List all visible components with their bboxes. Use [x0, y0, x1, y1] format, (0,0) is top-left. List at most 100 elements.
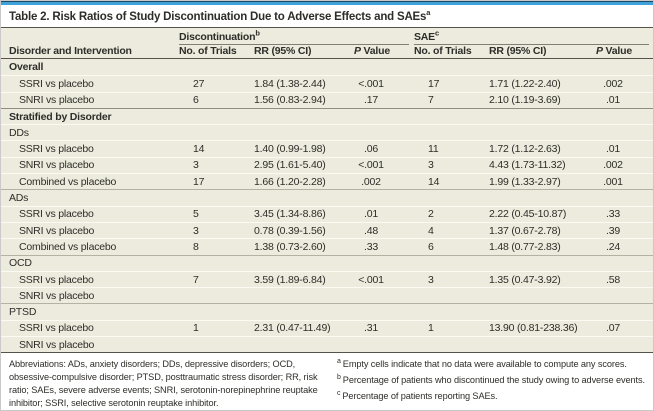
rr-sae-cell: 13.90 (0.81-238.36) [489, 322, 578, 335]
rr-sae-cell: 1.35 (0.47-3.92) [489, 273, 561, 286]
row-label-cell: PTSD [9, 306, 37, 319]
trials-discontinuation-cell [179, 61, 254, 73]
col-header-disorder-intervention: Disorder and Intervention [9, 45, 132, 57]
col-header-pvalue-discontinuation: P Value [354, 45, 390, 57]
table-row: SNRI vs placebo 6 1.56 (0.83-2.94) .17 7… [1, 91, 653, 108]
pvalue-sae-cell: .002 [603, 159, 623, 172]
rr-sae-cell: 1.72 (1.12-2.63) [489, 143, 561, 156]
row-label-cell: SNRI vs placebo [19, 289, 95, 302]
row-label-cell: DDs [9, 126, 29, 139]
footnote-item: c Percentage of patients reporting SAEs. [337, 390, 498, 402]
trials-sae-cell [411, 111, 489, 123]
rr-sae-cell: 1.99 (1.33-2.97) [489, 175, 561, 188]
row-label-cell: Combined vs placebo [19, 175, 117, 188]
trials-sae-cell: 2 [428, 208, 434, 221]
pvalue-discontinuation-cell: <.001 [358, 159, 384, 172]
pvalue-discontinuation-cell: .17 [364, 94, 378, 107]
table-row: SNRI vs placebo [1, 287, 653, 303]
trials-sae-cell [411, 127, 489, 139]
table-title: Table 2. Risk Ratios of Study Discontinu… [1, 5, 653, 28]
trials-sae-cell: 14 [428, 175, 440, 188]
trials-discontinuation-cell [179, 111, 254, 123]
pvalue-discontinuation-cell: .01 [364, 208, 378, 221]
trials-sae-cell [411, 306, 489, 318]
rr-discontinuation-cell: 1.84 (1.38-2.44) [254, 77, 326, 90]
row-label-cell: SSRI vs placebo [19, 143, 94, 156]
table-row: DDs [1, 124, 653, 140]
accent-bar [1, 2, 653, 5]
pvalue-discontinuation-cell: <.001 [358, 77, 384, 90]
rr-sae-cell: 1.48 (0.77-2.83) [489, 240, 561, 253]
table-header: Discontinuationb SAEc Disorder and Inter… [1, 28, 653, 59]
row-label-cell: SSRI vs placebo [19, 208, 94, 221]
pvalue-sae-cell: .01 [606, 143, 620, 156]
trials-sae-cell: 4 [428, 224, 434, 237]
pvalue-sae-cell [596, 111, 653, 123]
rr-discontinuation-cell: 1.38 (0.73-2.60) [254, 240, 326, 253]
trials-sae-cell: 3 [428, 159, 434, 172]
pvalue-discontinuation-cell [354, 127, 411, 139]
pvalue-sae-cell [596, 306, 653, 318]
trials-discontinuation-cell [179, 306, 254, 318]
trials-discontinuation-cell: 14 [193, 143, 205, 156]
col-header-trials-sae: No. of Trials [414, 45, 472, 57]
trials-discontinuation-cell: 1 [193, 322, 199, 335]
row-label-cell: OCD [9, 257, 32, 270]
pvalue-discontinuation-cell [354, 192, 411, 204]
pvalue-sae-cell: .24 [606, 240, 620, 253]
row-label-cell: ADs [9, 192, 29, 205]
trials-sae-cell: 1 [428, 322, 434, 335]
pvalue-sae-cell: .001 [603, 175, 623, 188]
row-label-cell: SSRI vs placebo [19, 273, 94, 286]
row-label-cell: Combined vs placebo [19, 240, 117, 253]
trials-sae-cell: 6 [428, 240, 434, 253]
row-label-cell: SSRI vs placebo [19, 77, 94, 90]
rr-discontinuation-cell: 1.66 (1.20-2.28) [254, 175, 326, 188]
rr-discontinuation-cell: 2.95 (1.61-5.40) [254, 159, 326, 172]
row-label-cell: SSRI vs placebo [19, 322, 94, 335]
rr-sae-cell: 1.37 (0.67-2.78) [489, 224, 561, 237]
trials-sae-cell [411, 61, 489, 73]
pvalue-discontinuation-cell: <.001 [358, 273, 384, 286]
table-row: Combined vs placebo 8 1.38 (0.73-2.60) .… [1, 238, 653, 254]
rr-discontinuation-cell: 1.56 (0.83-2.94) [254, 94, 326, 107]
trials-sae-cell [411, 257, 489, 269]
trials-discontinuation-cell: 7 [193, 273, 199, 286]
table-title-superscript: a [426, 8, 431, 18]
pvalue-sae-cell: .01 [606, 94, 620, 107]
row-label-cell: Overall [9, 61, 44, 74]
group-header-sae: SAEc [414, 29, 649, 45]
pvalue-discontinuation-cell [354, 306, 411, 318]
pvalue-sae-cell: .002 [603, 77, 623, 90]
pvalue-sae-cell: .33 [606, 208, 620, 221]
col-header-rr-sae: RR (95% CI) [489, 45, 547, 57]
table-row: Overall [1, 59, 653, 75]
row-label-cell: SNRI vs placebo [19, 224, 95, 237]
rr-discontinuation-cell: 0.78 (0.39-1.56) [254, 224, 326, 237]
trials-discontinuation-cell: 17 [193, 175, 205, 188]
col-header-pvalue-sae: P Value [596, 45, 632, 57]
group-header-discontinuation: Discontinuationb [179, 29, 409, 45]
trials-discontinuation-cell: 27 [193, 77, 205, 90]
pvalue-sae-cell [596, 127, 653, 139]
row-label-cell: SNRI vs placebo [19, 159, 95, 172]
table-row: PTSD [1, 303, 653, 319]
trials-sae-cell: 7 [428, 94, 434, 107]
rr-discontinuation-cell: 1.40 (0.99-1.98) [254, 143, 326, 156]
pvalue-sae-cell [596, 257, 653, 269]
footnote-item: b Percentage of patients who discontinued… [337, 374, 645, 386]
pvalue-sae-cell: .39 [606, 224, 620, 237]
pvalue-discontinuation-cell [354, 257, 411, 269]
pvalue-discontinuation-cell: .48 [364, 224, 378, 237]
table-row: SSRI vs placebo 27 1.84 (1.38-2.44) <.00… [1, 75, 653, 91]
table-row: Stratified by Disorder [1, 107, 653, 124]
trials-sae-cell [411, 290, 489, 302]
pvalue-discontinuation-cell: .06 [364, 143, 378, 156]
table-row: SNRI vs placebo 3 0.78 (0.39-1.56) .48 4… [1, 221, 653, 238]
table-row: SNRI vs placebo 3 2.95 (1.61-5.40) <.001… [1, 156, 653, 173]
column-group-row: Discontinuationb SAEc [1, 29, 653, 45]
trials-sae-cell: 17 [428, 77, 440, 90]
table-row: OCD [1, 254, 653, 271]
trials-discontinuation-cell: 6 [193, 94, 199, 107]
